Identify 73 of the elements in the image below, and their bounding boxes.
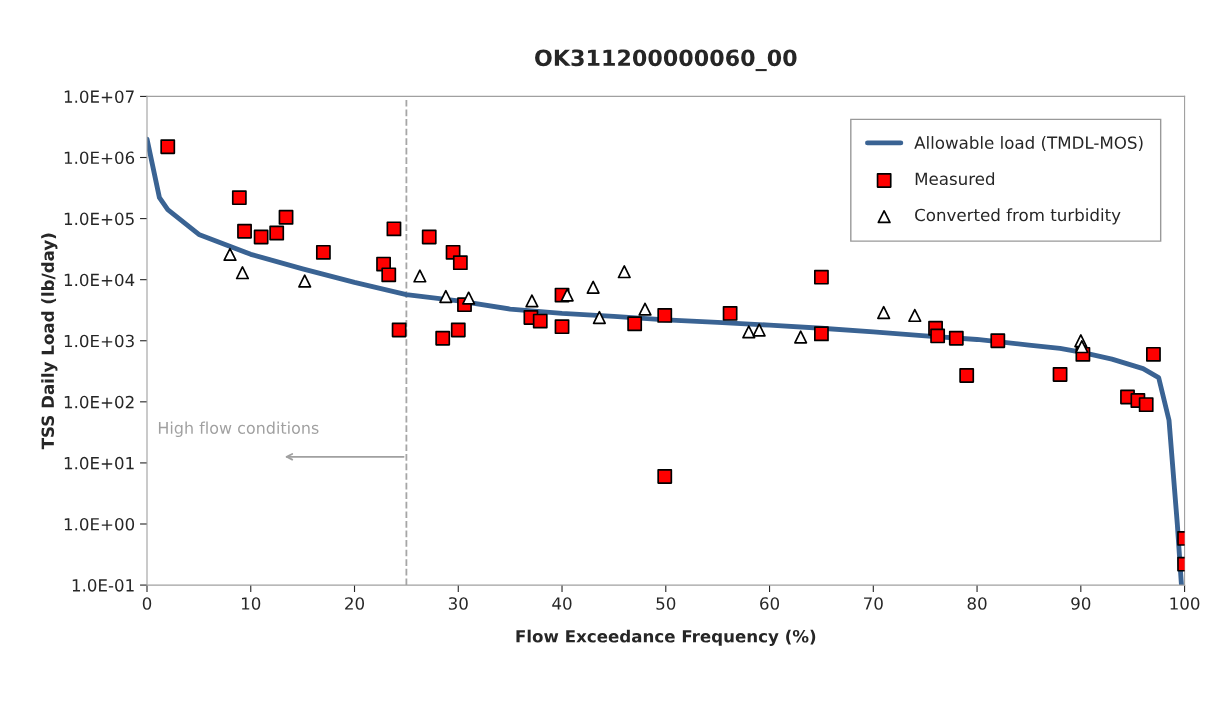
point <box>814 326 829 342</box>
point <box>794 330 808 344</box>
point <box>908 308 922 323</box>
point <box>752 323 766 337</box>
x-tick-label: 70 <box>864 597 883 610</box>
point <box>439 289 453 304</box>
x-tick-label: 30 <box>448 597 468 610</box>
point <box>231 190 247 206</box>
x-axis-title: Flow Exceedance Frequency (%) <box>516 629 816 646</box>
point <box>450 322 466 338</box>
point <box>1052 367 1068 382</box>
point <box>722 306 738 321</box>
point <box>235 266 250 280</box>
x-tick-label: 20 <box>345 597 365 610</box>
point <box>435 330 451 346</box>
point <box>959 368 975 383</box>
point <box>657 469 673 484</box>
point <box>413 269 427 283</box>
y-tick-label: 1.0E+01 <box>64 456 134 470</box>
point <box>657 307 673 323</box>
y-tick-label: 1.0E+06 <box>64 151 135 165</box>
point <box>560 288 574 302</box>
point <box>525 294 539 308</box>
point <box>269 225 285 241</box>
point <box>237 223 252 239</box>
point <box>160 139 176 155</box>
point <box>532 313 548 329</box>
legend-label: Allowable load (TMDL-MOS) <box>914 136 1143 151</box>
legend-label: Converted from turbidity <box>915 208 1121 225</box>
point <box>278 209 294 225</box>
y-tick-label: 1.0E+00 <box>64 517 135 531</box>
chart-title: OK311200000060_00 <box>535 49 797 72</box>
y-tick-label: 1.0E+07 <box>64 90 134 103</box>
y-tick-label: 1.0E+05 <box>64 212 134 226</box>
point <box>638 302 652 316</box>
point <box>391 322 407 338</box>
x-tick-label: 50 <box>656 597 676 610</box>
point <box>586 280 600 294</box>
x-tick-label: 100 <box>1170 597 1200 610</box>
point <box>627 316 643 332</box>
point <box>877 305 891 320</box>
point <box>592 310 607 325</box>
x-tick-label: 10 <box>241 597 261 610</box>
x-tick-label: 90 <box>1071 597 1091 610</box>
y-tick-label: 1.0E+04 <box>64 273 135 287</box>
point <box>948 330 964 346</box>
point <box>421 229 437 245</box>
y-tick-label: 1.0E+03 <box>64 334 134 348</box>
point <box>381 267 397 283</box>
point <box>554 319 570 335</box>
x-tick-label: 60 <box>760 597 780 610</box>
y-axis-title: TSS Daily Load (lb/day) <box>41 233 58 450</box>
ref-line-label: High flow conditions <box>158 421 319 438</box>
point <box>1075 340 1089 354</box>
point <box>386 221 402 237</box>
point <box>315 244 331 260</box>
point <box>617 265 631 279</box>
x-tick-label: 0 <box>142 597 152 610</box>
point <box>298 274 312 288</box>
legend-label: Measured <box>915 172 995 186</box>
point <box>990 333 1006 349</box>
y-tick-label: 1.0E+02 <box>64 395 134 409</box>
point <box>814 269 829 285</box>
x-tick-label: 80 <box>967 597 987 610</box>
point <box>253 229 269 245</box>
y-tick-label: 1.0E-01 <box>72 579 134 592</box>
point <box>223 247 237 261</box>
point <box>452 255 468 271</box>
point <box>1146 346 1161 362</box>
point <box>1138 397 1154 413</box>
point <box>462 291 476 305</box>
point <box>930 328 946 344</box>
x-tick-label: 40 <box>552 597 572 610</box>
